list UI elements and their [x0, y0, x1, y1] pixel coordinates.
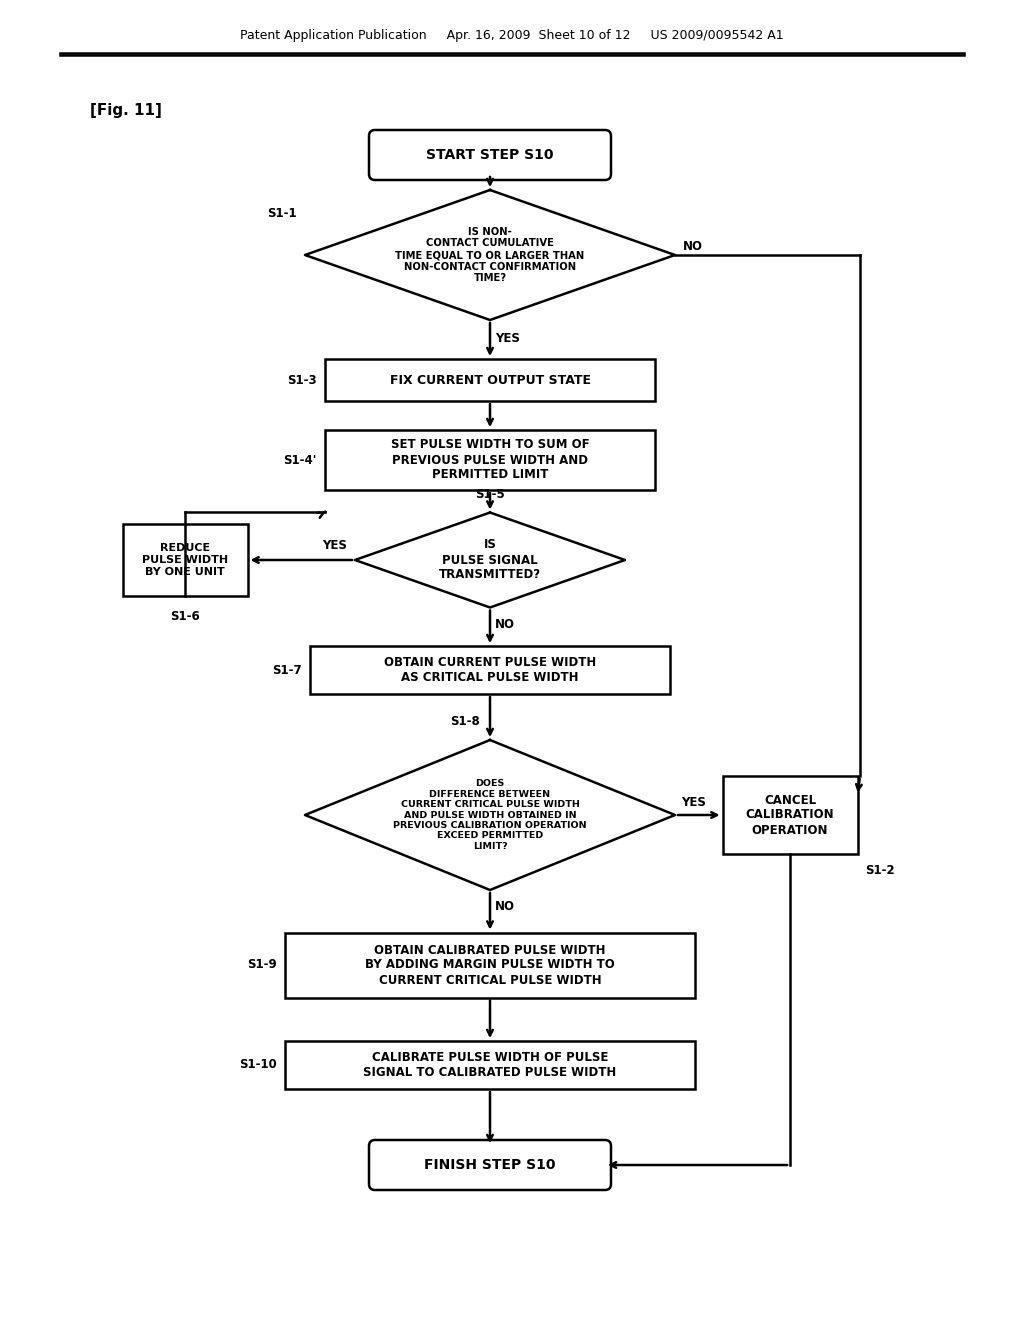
FancyBboxPatch shape — [369, 129, 611, 180]
Text: YES: YES — [323, 539, 347, 552]
Bar — [325, 430, 655, 490]
Text: CANCEL
CALIBRATION
OPERATION: CANCEL CALIBRATION OPERATION — [745, 793, 835, 837]
Polygon shape — [305, 190, 675, 319]
Text: S1-6: S1-6 — [170, 610, 200, 623]
Text: DOES
DIFFERENCE BETWEEN
CURRENT CRITICAL PULSE WIDTH
AND PULSE WIDTH OBTAINED IN: DOES DIFFERENCE BETWEEN CURRENT CRITICAL… — [393, 779, 587, 850]
Text: S1-8: S1-8 — [451, 715, 480, 729]
Text: S1-5: S1-5 — [475, 487, 505, 500]
Text: SET PULSE WIDTH TO SUM OF
PREVIOUS PULSE WIDTH AND
PERMITTED LIMIT: SET PULSE WIDTH TO SUM OF PREVIOUS PULSE… — [391, 438, 590, 482]
Polygon shape — [305, 741, 675, 890]
Bar — [285, 932, 695, 998]
Text: S1-1: S1-1 — [267, 207, 297, 220]
Bar — [723, 776, 857, 854]
Text: CALIBRATE PULSE WIDTH OF PULSE
SIGNAL TO CALIBRATED PULSE WIDTH: CALIBRATE PULSE WIDTH OF PULSE SIGNAL TO… — [364, 1051, 616, 1078]
Text: NO: NO — [495, 618, 515, 631]
FancyBboxPatch shape — [369, 1140, 611, 1191]
Text: S1-2: S1-2 — [865, 865, 895, 876]
Text: FIX CURRENT OUTPUT STATE: FIX CURRENT OUTPUT STATE — [389, 374, 591, 387]
Text: OBTAIN CURRENT PULSE WIDTH
AS CRITICAL PULSE WIDTH: OBTAIN CURRENT PULSE WIDTH AS CRITICAL P… — [384, 656, 596, 684]
Text: IS
PULSE SIGNAL
TRANSMITTED?: IS PULSE SIGNAL TRANSMITTED? — [439, 539, 541, 582]
Bar — [123, 524, 248, 597]
Text: OBTAIN CALIBRATED PULSE WIDTH
BY ADDING MARGIN PULSE WIDTH TO
CURRENT CRITICAL P: OBTAIN CALIBRATED PULSE WIDTH BY ADDING … — [366, 944, 614, 986]
Text: S1-9: S1-9 — [247, 958, 278, 972]
Text: IS NON-
CONTACT CUMULATIVE
TIME EQUAL TO OR LARGER THAN
NON-CONTACT CONFIRMATION: IS NON- CONTACT CUMULATIVE TIME EQUAL TO… — [395, 227, 585, 284]
Polygon shape — [355, 512, 625, 607]
Bar — [310, 645, 670, 694]
Bar — [325, 359, 655, 401]
Bar — [285, 1041, 695, 1089]
Text: NO: NO — [495, 900, 515, 913]
Text: S1-7: S1-7 — [272, 664, 302, 676]
Text: YES: YES — [495, 333, 520, 345]
Text: Patent Application Publication     Apr. 16, 2009  Sheet 10 of 12     US 2009/009: Patent Application Publication Apr. 16, … — [241, 29, 783, 41]
Text: NO: NO — [683, 240, 703, 253]
Text: FINISH STEP S10: FINISH STEP S10 — [424, 1158, 556, 1172]
Text: START STEP S10: START STEP S10 — [426, 148, 554, 162]
Text: S1-10: S1-10 — [240, 1059, 278, 1072]
Text: YES: YES — [681, 796, 706, 809]
Text: S1-3: S1-3 — [288, 374, 317, 387]
Text: REDUCE
PULSE WIDTH
BY ONE UNIT: REDUCE PULSE WIDTH BY ONE UNIT — [142, 544, 228, 577]
Text: S1-4': S1-4' — [284, 454, 317, 466]
Text: [Fig. 11]: [Fig. 11] — [90, 103, 162, 117]
